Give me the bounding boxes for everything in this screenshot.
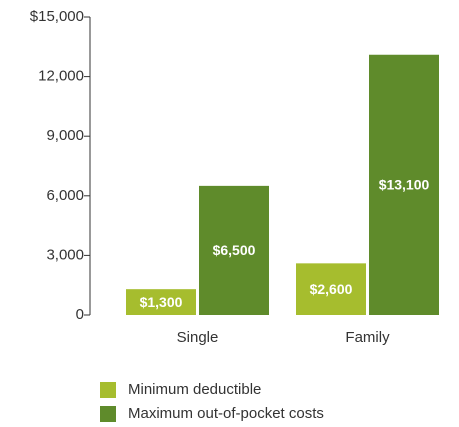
bar [199, 185, 269, 315]
legend-swatch [100, 406, 116, 422]
legend-swatch [100, 382, 116, 398]
bar [369, 54, 439, 315]
y-tick-label: 12,000 [38, 68, 84, 85]
x-tick-label: Family [345, 329, 390, 346]
data-label: $1,300 [140, 294, 183, 310]
y-tick-label: 9,000 [46, 127, 84, 144]
y-tick-label: 3,000 [46, 246, 84, 263]
legend-label: Maximum out-of-pocket costs [128, 405, 324, 422]
bar [126, 289, 196, 315]
data-label: $2,600 [310, 281, 353, 297]
bar [296, 263, 366, 315]
x-tick-label: Single [177, 329, 219, 346]
y-tick-label: 0 [76, 306, 84, 323]
data-label: $6,500 [213, 242, 256, 258]
legend-label: Minimum deductible [128, 381, 261, 398]
y-tick-label: $15,000 [30, 8, 84, 25]
data-label: $13,100 [379, 177, 430, 193]
y-tick-label: 6,000 [46, 187, 84, 204]
